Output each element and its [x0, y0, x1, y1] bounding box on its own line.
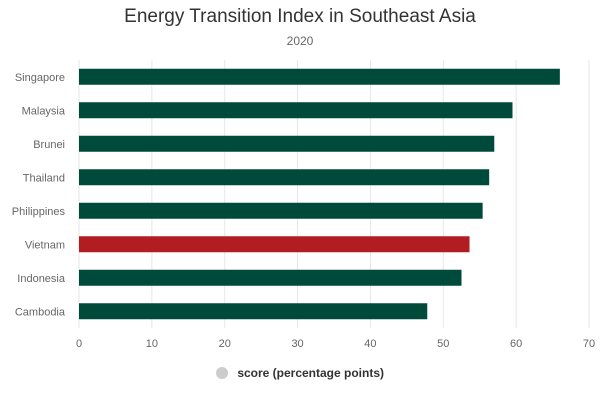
category-label: Cambodia [15, 306, 66, 318]
legend-label: score (percentage points) [237, 366, 385, 380]
legend-marker-icon [215, 367, 228, 379]
x-tick-label: 70 [583, 338, 595, 350]
bar-singapore[interactable] [79, 68, 560, 85]
bar-cambodia[interactable] [79, 303, 428, 320]
category-label: Brunei [33, 139, 65, 151]
x-tick-label: 0 [76, 338, 82, 350]
category-label: Indonesia [17, 273, 66, 285]
x-tick-label: 10 [146, 338, 158, 350]
category-label: Vietnam [25, 239, 65, 251]
category-label: Singapore [15, 72, 65, 84]
grid-lines [78, 60, 590, 328]
bar-indonesia[interactable] [79, 269, 462, 286]
chart-subtitle: 2020 [286, 34, 314, 48]
bar-brunei[interactable] [79, 135, 495, 152]
x-tick-label: 20 [219, 338, 231, 350]
x-axis-tick-labels: 0 10 20 30 40 50 60 70 [76, 338, 595, 350]
bar-philippines[interactable] [79, 202, 483, 219]
category-label: Malaysia [22, 105, 66, 117]
category-label: Philippines [12, 206, 66, 218]
category-label: Thailand [23, 172, 65, 184]
x-tick-label: 30 [291, 338, 303, 350]
bar-malaysia[interactable] [79, 102, 513, 119]
x-tick-label: 50 [437, 338, 449, 350]
legend[interactable]: score (percentage points) [0, 366, 600, 380]
category-labels: Singapore Malaysia Brunei Thailand Philippin… [12, 72, 66, 319]
chart-title: Energy Transition Index in Southeast Asi… [124, 6, 476, 27]
x-tick-label: 60 [510, 338, 522, 350]
bar-thailand[interactable] [79, 169, 490, 186]
x-tick-label: 40 [364, 338, 376, 350]
bars [79, 68, 560, 320]
bar-vietnam[interactable] [79, 236, 470, 253]
